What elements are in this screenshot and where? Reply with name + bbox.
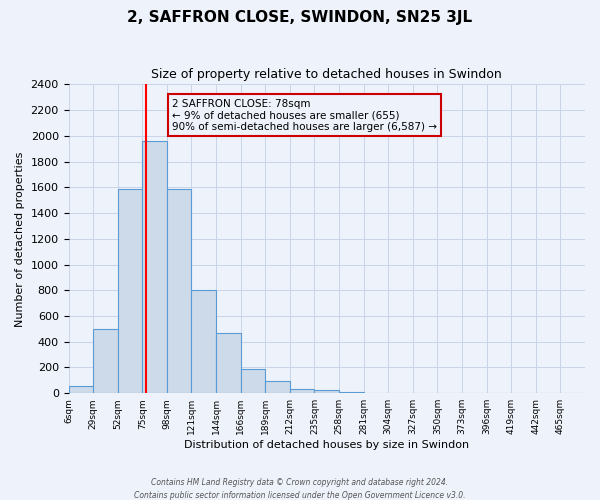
Bar xyxy=(142,141,167,393)
X-axis label: Distribution of detached houses by size in Swindon: Distribution of detached houses by size … xyxy=(184,440,469,450)
Title: Size of property relative to detached houses in Swindon: Size of property relative to detached ho… xyxy=(151,68,502,80)
Text: Contains HM Land Registry data © Crown copyright and database right 2024.
Contai: Contains HM Land Registry data © Crown c… xyxy=(134,478,466,500)
Bar xyxy=(68,386,93,393)
Bar xyxy=(191,290,216,393)
Bar xyxy=(93,329,118,393)
Y-axis label: Number of detached properties: Number of detached properties xyxy=(15,151,25,326)
Bar xyxy=(241,369,265,393)
Text: 2 SAFFRON CLOSE: 78sqm
← 9% of detached houses are smaller (655)
90% of semi-det: 2 SAFFRON CLOSE: 78sqm ← 9% of detached … xyxy=(172,98,437,132)
Bar xyxy=(118,188,142,393)
Bar xyxy=(314,390,339,393)
Bar xyxy=(216,332,241,393)
Bar xyxy=(290,388,314,393)
Bar xyxy=(265,381,290,393)
Bar xyxy=(364,392,388,393)
Text: 2, SAFFRON CLOSE, SWINDON, SN25 3JL: 2, SAFFRON CLOSE, SWINDON, SN25 3JL xyxy=(127,10,473,25)
Bar xyxy=(339,392,364,393)
Bar xyxy=(167,188,191,393)
